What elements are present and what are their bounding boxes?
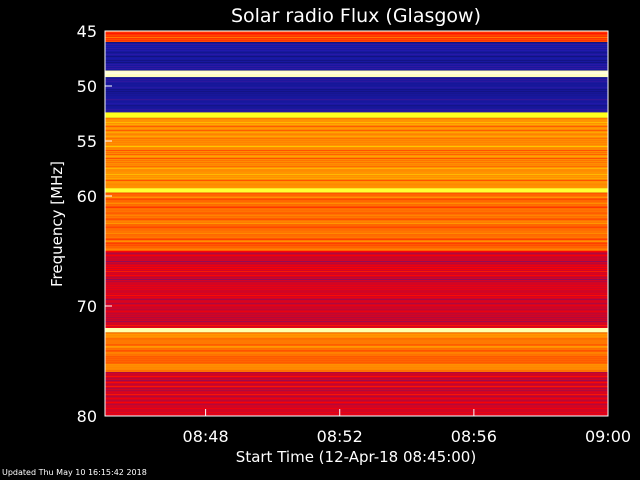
- frequency-band: [105, 332, 608, 372]
- plot-frame: [104, 30, 609, 417]
- frequency-band: [105, 188, 608, 193]
- y-axis-label: Frequency [MHz]: [48, 161, 66, 287]
- x-tick-label: 08:56: [451, 427, 497, 446]
- chart-title: Solar radio Flux (Glasgow): [231, 5, 481, 27]
- x-axis: 08:48 08:52 08:56 09:00: [183, 409, 631, 446]
- x-axis-label: Start Time (12-Apr-18 08:45:00): [236, 448, 476, 466]
- frequency-band: [105, 251, 608, 328]
- updated-timestamp: Updated Thu May 10 16:15:42 2018: [2, 468, 147, 477]
- x-tick-label: 08:52: [317, 427, 363, 446]
- y-tick-label: 50: [77, 77, 97, 96]
- frequency-band: [105, 117, 608, 189]
- x-tick-label: 08:48: [183, 427, 229, 446]
- plot-area: [105, 31, 608, 416]
- y-tick-label: 60: [77, 187, 97, 206]
- y-tick-label: 80: [77, 407, 97, 426]
- y-tick-label: 45: [77, 22, 97, 41]
- frequency-band: [105, 372, 608, 416]
- y-tick-label: 70: [77, 297, 97, 316]
- frequency-band: [105, 31, 608, 42]
- frequency-band: [105, 112, 608, 118]
- frequency-band: [105, 192, 608, 252]
- y-axis: 45 50 55 60 70 80: [77, 22, 112, 426]
- frequency-band: [105, 328, 608, 333]
- x-tick-label: 09:00: [585, 427, 631, 446]
- frequency-band: [105, 77, 608, 113]
- frequency-band: [105, 42, 608, 71]
- frequency-band: [105, 70, 608, 78]
- y-tick-label: 55: [77, 132, 97, 151]
